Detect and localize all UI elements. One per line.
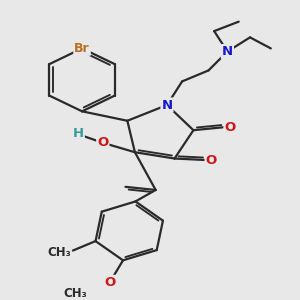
Text: CH₃: CH₃ bbox=[47, 246, 71, 259]
Text: CH₃: CH₃ bbox=[63, 287, 87, 300]
Text: H: H bbox=[73, 127, 84, 140]
Text: N: N bbox=[161, 98, 172, 112]
Text: O: O bbox=[224, 121, 236, 134]
Text: O: O bbox=[206, 154, 217, 166]
Text: O: O bbox=[97, 136, 108, 149]
Text: O: O bbox=[104, 276, 116, 289]
Text: Br: Br bbox=[74, 42, 90, 55]
Text: N: N bbox=[222, 45, 233, 58]
